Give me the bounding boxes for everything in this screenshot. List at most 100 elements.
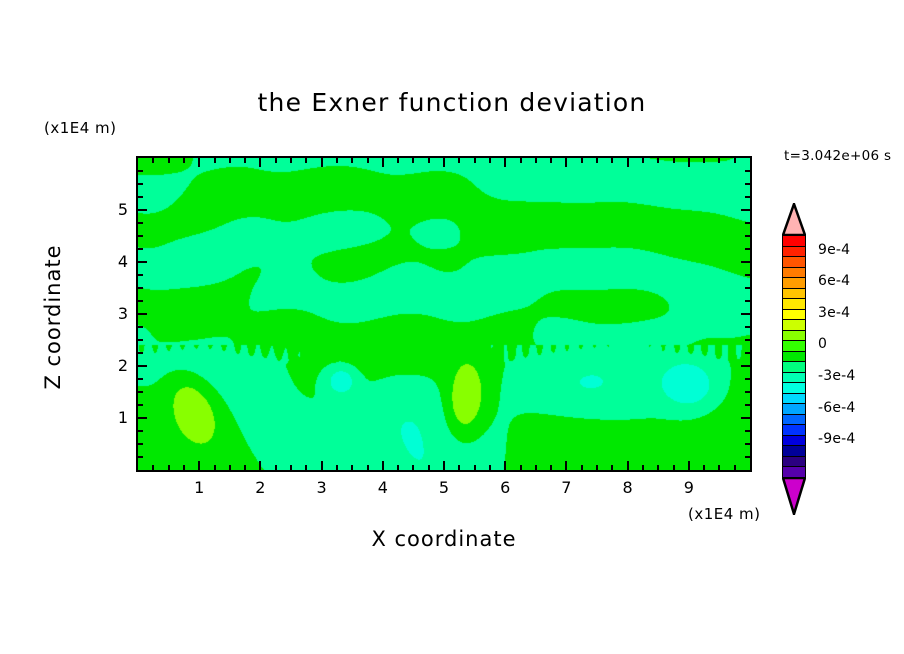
x-tick-mark xyxy=(152,158,155,163)
x-tick-mark xyxy=(152,465,155,470)
contour-plot-area xyxy=(136,156,752,472)
x-tick-mark xyxy=(534,465,537,470)
x-tick-label: 6 xyxy=(500,478,511,497)
x-tick-mark xyxy=(213,465,216,470)
x-tick-mark xyxy=(397,465,400,470)
x-tick-mark xyxy=(198,158,201,167)
y-tick-mark xyxy=(745,235,750,237)
y-tick-mark xyxy=(741,417,750,419)
x-tick-mark xyxy=(320,461,323,470)
y-tick-mark xyxy=(138,235,143,237)
y-tick-mark xyxy=(138,430,143,432)
y-tick-mark xyxy=(138,222,143,224)
x-tick-mark xyxy=(305,158,308,163)
x-tick-mark xyxy=(672,465,675,470)
x-tick-label: 4 xyxy=(377,478,388,497)
x-tick-mark xyxy=(259,461,262,470)
x-tick-label: 1 xyxy=(194,478,205,497)
y-tick-mark xyxy=(741,209,750,211)
x-tick-mark xyxy=(626,461,629,470)
x-tick-mark xyxy=(366,158,369,163)
x-tick-mark xyxy=(565,461,568,470)
x-tick-mark xyxy=(657,465,660,470)
x-tick-mark xyxy=(519,158,522,163)
contour-field-canvas xyxy=(138,158,750,470)
x-tick-mark xyxy=(580,158,583,163)
x-tick-label: 9 xyxy=(683,478,694,497)
colorbar-tick-label: 9e-4 xyxy=(818,241,851,258)
x-tick-mark xyxy=(473,158,476,163)
y-tick-mark xyxy=(745,391,750,393)
y-tick-mark xyxy=(745,274,750,276)
x-tick-mark xyxy=(534,158,537,163)
x-tick-mark xyxy=(335,465,338,470)
x-tick-mark xyxy=(167,158,170,163)
x-tick-mark xyxy=(443,461,445,470)
x-tick-mark xyxy=(703,465,706,470)
x-tick-mark xyxy=(580,465,583,470)
y-tick-mark xyxy=(745,352,750,354)
colorbar-tick-label: -6e-4 xyxy=(818,399,856,416)
x-tick-mark xyxy=(703,158,706,163)
x-tick-mark xyxy=(596,158,598,163)
y-tick-mark xyxy=(741,261,750,263)
x-tick-mark xyxy=(443,158,445,167)
colorbar-under-arrow xyxy=(781,476,807,519)
x-tick-mark xyxy=(198,461,201,470)
x-tick-mark xyxy=(718,465,721,470)
y-tick-label: 2 xyxy=(117,356,128,375)
x-tick-mark xyxy=(626,158,629,167)
x-tick-mark xyxy=(381,158,384,167)
x-tick-mark xyxy=(519,465,522,470)
x-tick-mark xyxy=(259,158,262,167)
y-tick-mark xyxy=(138,300,143,302)
x-tick-label: 7 xyxy=(561,478,572,497)
x-tick-mark xyxy=(687,461,690,470)
x-tick-mark xyxy=(550,465,553,470)
x-tick-mark xyxy=(611,158,614,163)
y-tick-mark xyxy=(138,378,143,380)
x-axis-unit-label: (x1E4 m) xyxy=(688,505,761,523)
x-tick-mark xyxy=(381,461,384,470)
y-tick-mark xyxy=(741,313,750,315)
y-tick-mark xyxy=(138,170,143,172)
y-tick-mark xyxy=(138,261,147,263)
x-tick-mark xyxy=(473,465,476,470)
y-tick-mark xyxy=(138,339,143,341)
x-tick-mark xyxy=(244,465,247,470)
x-tick-mark xyxy=(550,158,553,163)
x-tick-mark xyxy=(274,158,277,163)
x-tick-mark xyxy=(427,465,430,470)
y-tick-mark xyxy=(745,300,750,302)
x-tick-mark xyxy=(290,465,292,470)
y-tick-mark xyxy=(138,183,143,185)
y-tick-mark xyxy=(138,391,143,393)
x-tick-mark xyxy=(641,158,644,163)
y-tick-mark xyxy=(745,404,750,406)
x-tick-mark xyxy=(320,158,323,167)
chart-title: the Exner function deviation xyxy=(257,88,647,117)
x-tick-mark xyxy=(412,158,415,163)
x-tick-mark xyxy=(228,158,231,163)
x-tick-mark xyxy=(611,465,614,470)
y-tick-label: 4 xyxy=(117,252,128,271)
y-tick-mark xyxy=(745,248,750,250)
y-tick-mark xyxy=(138,313,147,315)
y-tick-mark xyxy=(138,365,147,367)
x-tick-mark xyxy=(366,465,369,470)
x-tick-mark xyxy=(182,158,185,163)
x-tick-mark xyxy=(504,461,507,470)
x-tick-label: 3 xyxy=(316,478,327,497)
x-tick-mark xyxy=(167,465,170,470)
y-tick-mark xyxy=(138,196,143,198)
x-tick-label: 8 xyxy=(622,478,633,497)
y-tick-mark xyxy=(745,456,750,458)
x-tick-mark xyxy=(427,158,430,163)
x-tick-mark xyxy=(596,465,598,470)
y-tick-mark xyxy=(745,196,750,198)
x-tick-mark xyxy=(397,158,400,163)
y-tick-mark xyxy=(138,443,143,445)
x-tick-mark xyxy=(733,465,736,470)
x-tick-mark xyxy=(182,465,185,470)
y-tick-mark xyxy=(745,430,750,432)
